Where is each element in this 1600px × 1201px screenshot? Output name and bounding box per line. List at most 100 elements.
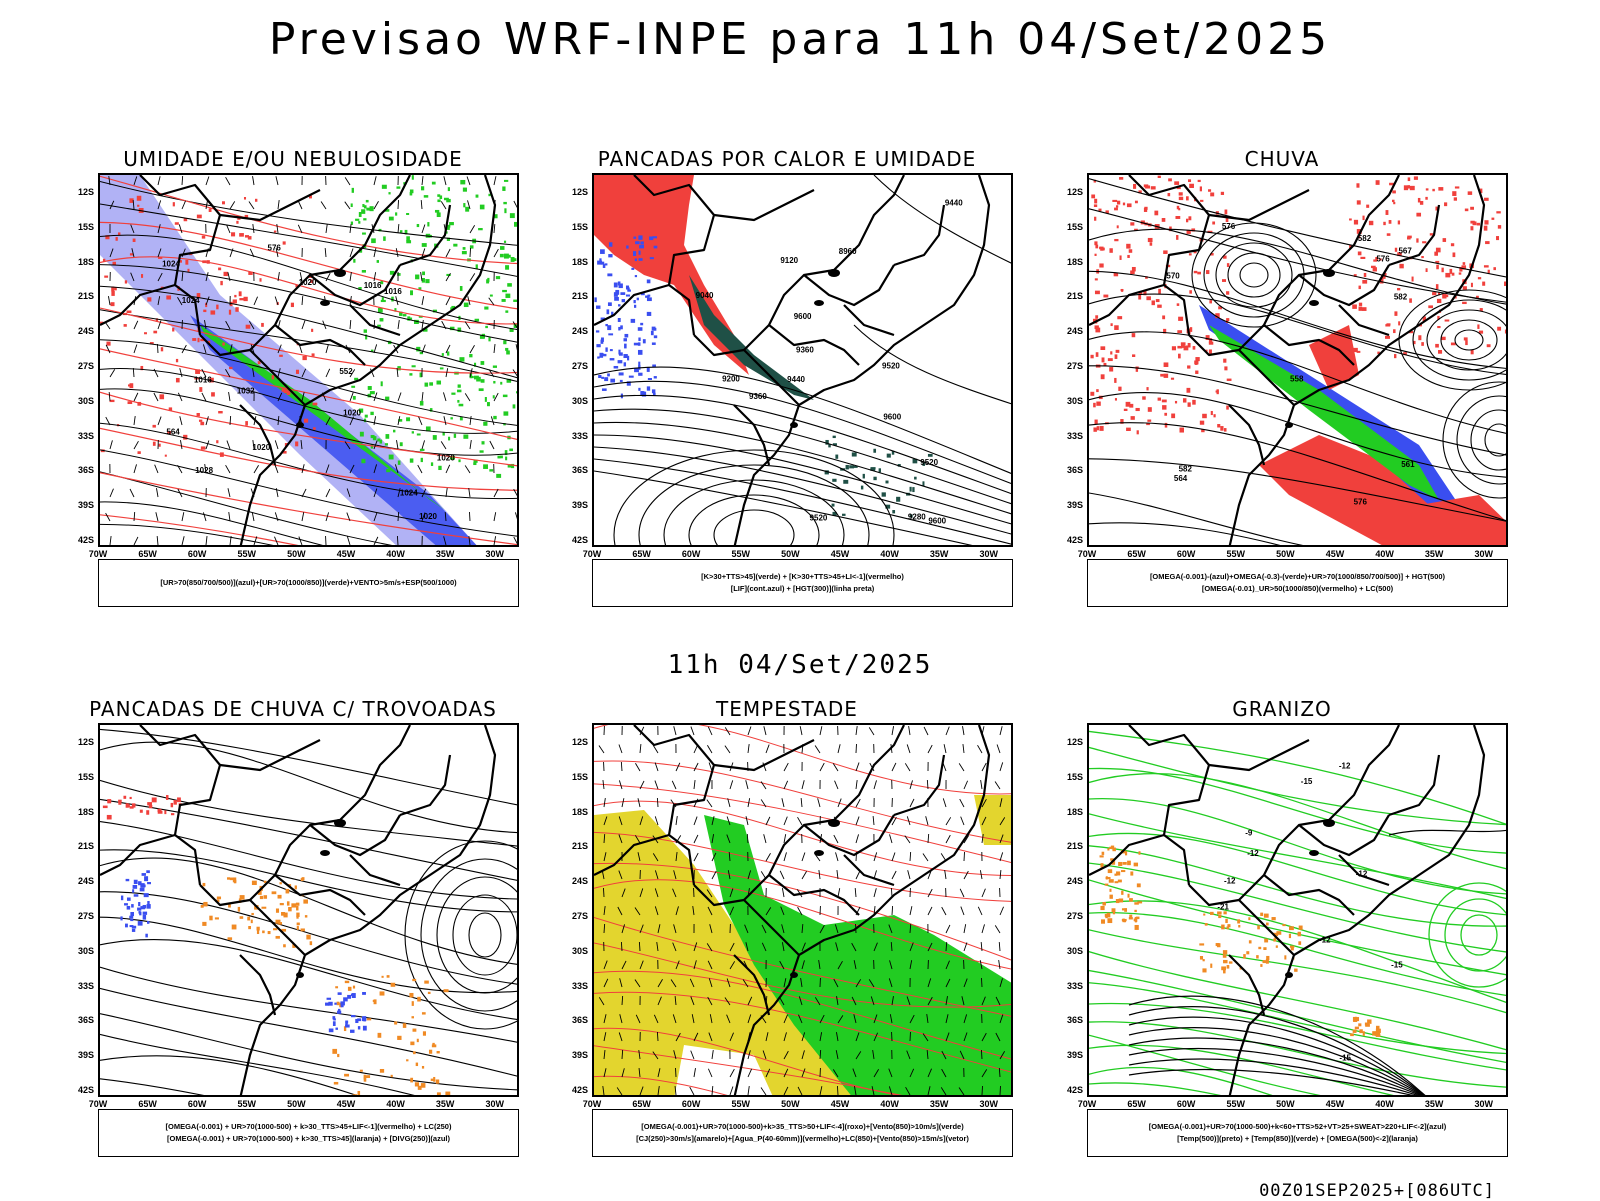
wind-arrow <box>856 871 860 879</box>
speckle <box>1183 398 1186 402</box>
speckle <box>1190 327 1192 332</box>
speckle <box>1459 272 1462 274</box>
x-tick-label: 35W <box>1419 549 1449 559</box>
speckle <box>1363 1031 1365 1036</box>
speckle <box>1266 956 1269 960</box>
speckle <box>652 327 656 331</box>
speckle <box>312 353 315 356</box>
wind-arrow <box>396 248 398 257</box>
wind-arrow <box>874 780 877 789</box>
wind-arrow <box>397 440 398 449</box>
speckle <box>217 897 221 900</box>
speckle <box>435 210 439 213</box>
speckle <box>1393 329 1396 333</box>
speckle <box>1257 925 1260 929</box>
wind-arrow <box>943 798 946 807</box>
speckle <box>134 880 138 884</box>
speckle <box>215 917 219 919</box>
speckle <box>635 275 637 277</box>
wind-arrow <box>299 537 302 545</box>
speckle <box>459 357 464 361</box>
speckle <box>1224 428 1227 432</box>
y-tick-label: 21S <box>1047 841 1083 851</box>
y-tick-label: 42S <box>58 535 94 545</box>
speckle <box>164 810 166 814</box>
speckle <box>1142 396 1146 399</box>
x-tick-label: 60W <box>182 1099 212 1109</box>
wind-arrow <box>470 273 475 281</box>
y-tick-label: 24S <box>58 326 94 336</box>
wind-arrow <box>910 906 912 915</box>
wind-arrow <box>518 177 519 185</box>
speckle <box>640 323 643 325</box>
speckle <box>463 247 466 250</box>
speckle <box>1210 964 1212 968</box>
speckle <box>493 416 496 419</box>
x-tick-label: 30W <box>1469 549 1499 559</box>
wind-arrow <box>802 780 804 789</box>
wind-arrow <box>422 224 425 233</box>
y-tick-label: 12S <box>1047 737 1083 747</box>
contour-line <box>100 742 519 833</box>
speckle <box>1119 898 1123 902</box>
speckle <box>398 460 401 464</box>
speckle <box>1353 348 1358 352</box>
wind-arrow <box>158 176 160 185</box>
x-tick-label: 70W <box>83 1099 113 1109</box>
wind-arrow <box>707 800 712 807</box>
speckle <box>261 323 264 327</box>
speckle <box>395 212 397 215</box>
speckle <box>1157 305 1162 308</box>
speckle <box>1394 354 1396 358</box>
speckle <box>145 934 147 938</box>
speckle <box>201 905 204 908</box>
speckle <box>1225 209 1228 214</box>
speckle <box>1210 912 1214 915</box>
speckle <box>166 795 168 800</box>
speckle <box>1491 218 1494 220</box>
speckle <box>885 481 888 484</box>
speckle <box>1134 910 1136 912</box>
speckle <box>1177 346 1182 349</box>
speckle <box>507 283 512 287</box>
speckle <box>1221 925 1224 930</box>
wind-arrow <box>108 296 110 305</box>
x-tick-label: 45W <box>825 549 855 559</box>
speckle <box>634 300 636 303</box>
speckle <box>444 198 449 200</box>
speckle <box>1435 344 1439 348</box>
contour-label: 8960 <box>839 247 857 256</box>
border-line <box>1229 955 1264 1015</box>
speckle <box>1362 307 1367 311</box>
y-tick-label: 39S <box>1047 500 1083 510</box>
wind-arrow <box>784 763 788 771</box>
speckle <box>487 278 489 282</box>
speckle <box>353 259 355 263</box>
wind-arrow <box>910 799 914 807</box>
speckle <box>149 805 152 808</box>
speckle <box>615 290 619 295</box>
speckle <box>1438 187 1443 191</box>
closed-contour <box>1441 320 1497 360</box>
speckle <box>259 278 261 281</box>
speckle <box>1223 960 1228 963</box>
speckle <box>296 906 298 911</box>
wind-arrow <box>444 176 446 185</box>
speckle <box>412 175 414 180</box>
speckle <box>458 459 460 462</box>
speckle <box>1507 253 1508 256</box>
speckle <box>1471 283 1473 287</box>
speckle <box>1099 263 1103 267</box>
wind-arrow <box>226 177 230 185</box>
speckle <box>1209 349 1212 353</box>
wind-arrow <box>892 906 893 915</box>
border-line <box>100 835 175 875</box>
speckle <box>296 370 299 374</box>
wind-arrow <box>227 441 230 449</box>
speckle <box>362 270 366 273</box>
speckle <box>1114 325 1119 330</box>
y-tick-label: 42S <box>1047 535 1083 545</box>
speckle <box>1154 211 1158 216</box>
y-tick-label: 33S <box>1047 431 1083 441</box>
speckle <box>496 276 500 279</box>
